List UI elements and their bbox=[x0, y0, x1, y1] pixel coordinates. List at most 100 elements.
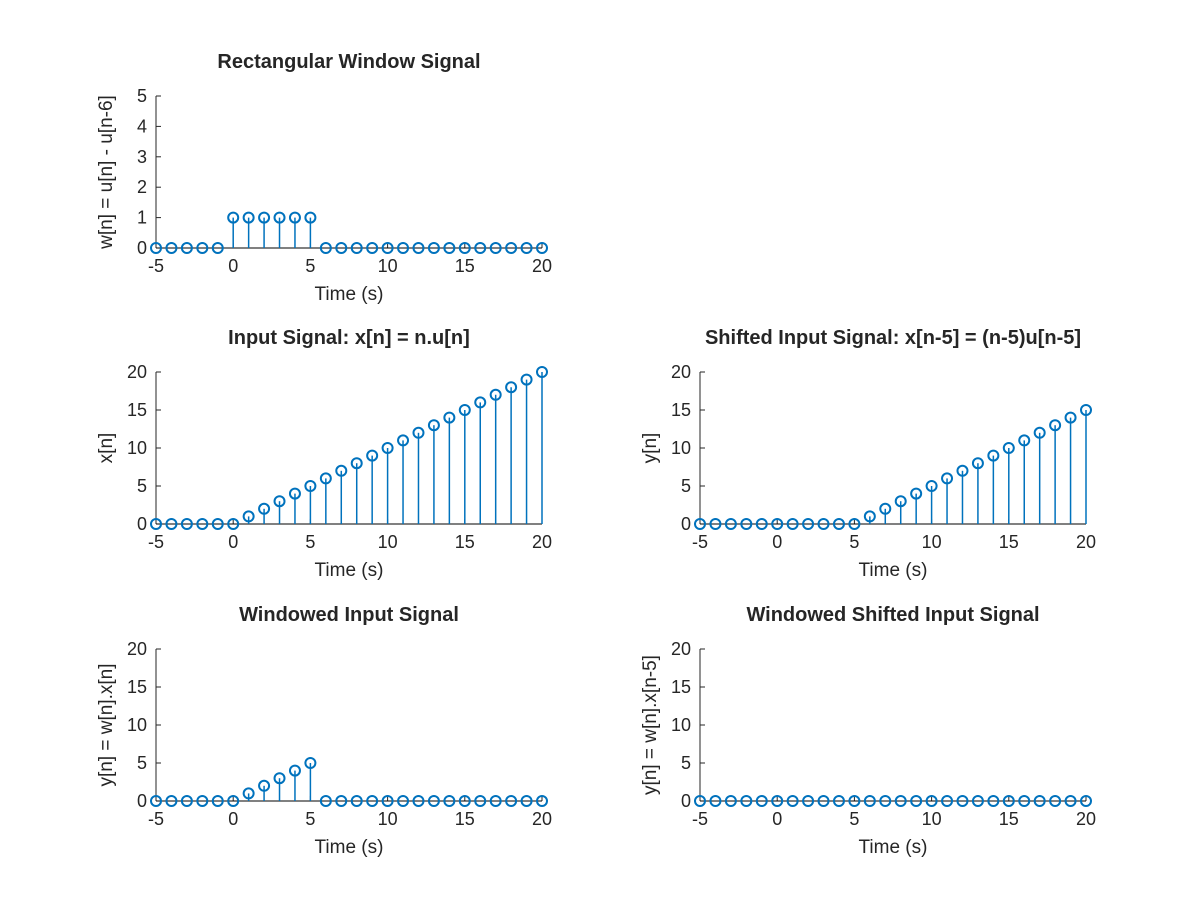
y-axis-label: w[n] = u[n] - u[n-6] bbox=[96, 95, 117, 250]
stem-marker bbox=[863, 795, 876, 807]
stem-marker bbox=[443, 795, 456, 807]
stem-marker bbox=[925, 480, 938, 492]
stem-marker bbox=[848, 518, 861, 530]
stem-marker bbox=[150, 242, 162, 254]
stem-marker bbox=[786, 518, 799, 530]
y-tick-label: 1 bbox=[137, 208, 147, 228]
stem-marker bbox=[412, 242, 425, 254]
stem-marker bbox=[489, 242, 502, 254]
stem-marker bbox=[227, 795, 240, 807]
stem-marker bbox=[273, 772, 286, 785]
stem-marker bbox=[242, 787, 255, 800]
stem-marker bbox=[740, 795, 753, 807]
x-tick-label: 10 bbox=[378, 809, 398, 829]
stem-marker bbox=[520, 795, 533, 807]
x-axis-label: Time (s) bbox=[315, 837, 384, 858]
y-tick-label: 15 bbox=[671, 677, 691, 697]
stem-marker bbox=[288, 487, 301, 500]
y-tick-label: 20 bbox=[671, 639, 691, 659]
chart-title: Input Signal: x[n] = n.u[n] bbox=[228, 327, 470, 349]
y-tick-label: 5 bbox=[137, 86, 147, 106]
stem-marker bbox=[694, 795, 706, 807]
x-tick-label: 15 bbox=[455, 256, 475, 276]
stem-marker bbox=[227, 211, 240, 224]
y-tick-label: 15 bbox=[671, 400, 691, 420]
y-tick-label: 20 bbox=[671, 362, 691, 382]
x-tick-label: 10 bbox=[378, 256, 398, 276]
stem-marker bbox=[165, 518, 178, 530]
x-tick-label: 15 bbox=[455, 809, 475, 829]
stem-marker bbox=[724, 518, 737, 530]
stem-marker bbox=[505, 795, 518, 807]
y-tick-label: 2 bbox=[137, 177, 147, 197]
stem-marker bbox=[755, 518, 768, 530]
stem-marker bbox=[381, 795, 394, 807]
x-tick-label: 20 bbox=[1076, 809, 1096, 829]
stem-marker bbox=[536, 242, 548, 254]
stem-marker bbox=[242, 510, 255, 523]
stem-marker bbox=[180, 518, 193, 530]
y-tick-label: 15 bbox=[127, 677, 147, 697]
y-tick-label: 5 bbox=[681, 753, 691, 773]
x-tick-label: 20 bbox=[1076, 532, 1096, 552]
y-tick-label: 0 bbox=[137, 238, 147, 258]
stem-marker bbox=[832, 518, 845, 530]
x-tick-label: 20 bbox=[532, 256, 552, 276]
x-tick-label: 0 bbox=[228, 532, 238, 552]
stem-marker bbox=[1002, 795, 1015, 807]
stem-marker bbox=[1064, 795, 1077, 807]
x-tick-label: 20 bbox=[532, 809, 552, 829]
stem-marker bbox=[458, 242, 471, 254]
stem-marker bbox=[412, 795, 425, 807]
stem-marker bbox=[817, 795, 830, 807]
stem-marker bbox=[709, 518, 722, 530]
y-tick-label: 10 bbox=[127, 715, 147, 735]
stem-marker bbox=[474, 242, 487, 254]
stem-marker bbox=[427, 795, 440, 807]
y-tick-label: 0 bbox=[137, 791, 147, 811]
y-tick-label: 5 bbox=[137, 753, 147, 773]
x-tick-label: 10 bbox=[378, 532, 398, 552]
stem-marker bbox=[227, 518, 240, 530]
stem-marker bbox=[1064, 411, 1077, 424]
stem-marker bbox=[196, 795, 209, 807]
x-tick-label: -5 bbox=[148, 809, 164, 829]
x-tick-label: 20 bbox=[532, 532, 552, 552]
stem-marker bbox=[258, 211, 271, 224]
stem-marker bbox=[694, 518, 706, 530]
stem-marker bbox=[536, 795, 548, 807]
stem-marker bbox=[1080, 404, 1092, 416]
chart-title: Rectangular Window Signal bbox=[217, 51, 480, 73]
subplot-p4: Shifted Input Signal: x[n-5] = (n-5)u[n-… bbox=[640, 327, 1096, 581]
stem-marker bbox=[288, 764, 301, 777]
y-axis-label: x[n] bbox=[96, 433, 117, 464]
x-tick-label: -5 bbox=[692, 809, 708, 829]
stem-marker bbox=[211, 795, 224, 807]
y-tick-label: 10 bbox=[671, 438, 691, 458]
stem-marker bbox=[427, 242, 440, 254]
stem-marker bbox=[319, 795, 332, 807]
y-tick-label: 0 bbox=[681, 791, 691, 811]
stem-marker bbox=[350, 242, 363, 254]
stem-marker bbox=[802, 795, 815, 807]
stem-marker bbox=[941, 795, 954, 807]
stem-marker bbox=[709, 795, 722, 807]
stem-marker bbox=[180, 242, 193, 254]
stem-marker bbox=[894, 495, 907, 508]
stem-marker bbox=[304, 480, 317, 492]
stem-marker bbox=[258, 779, 271, 792]
stem-marker bbox=[724, 795, 737, 807]
stem-marker bbox=[925, 795, 938, 807]
stem-marker bbox=[894, 795, 907, 807]
stem-marker bbox=[458, 795, 471, 807]
stem-marker bbox=[335, 464, 348, 477]
stem-marker bbox=[474, 396, 487, 409]
subplot-p5: Windowed Input Signal-5 0 5 10 15 2005101520T… bbox=[96, 604, 552, 858]
stem-marker bbox=[180, 795, 193, 807]
stem-marker bbox=[520, 242, 533, 254]
stem-marker bbox=[786, 795, 799, 807]
chart-title: Windowed Shifted Input Signal bbox=[746, 604, 1039, 626]
y-tick-label: 5 bbox=[681, 476, 691, 496]
